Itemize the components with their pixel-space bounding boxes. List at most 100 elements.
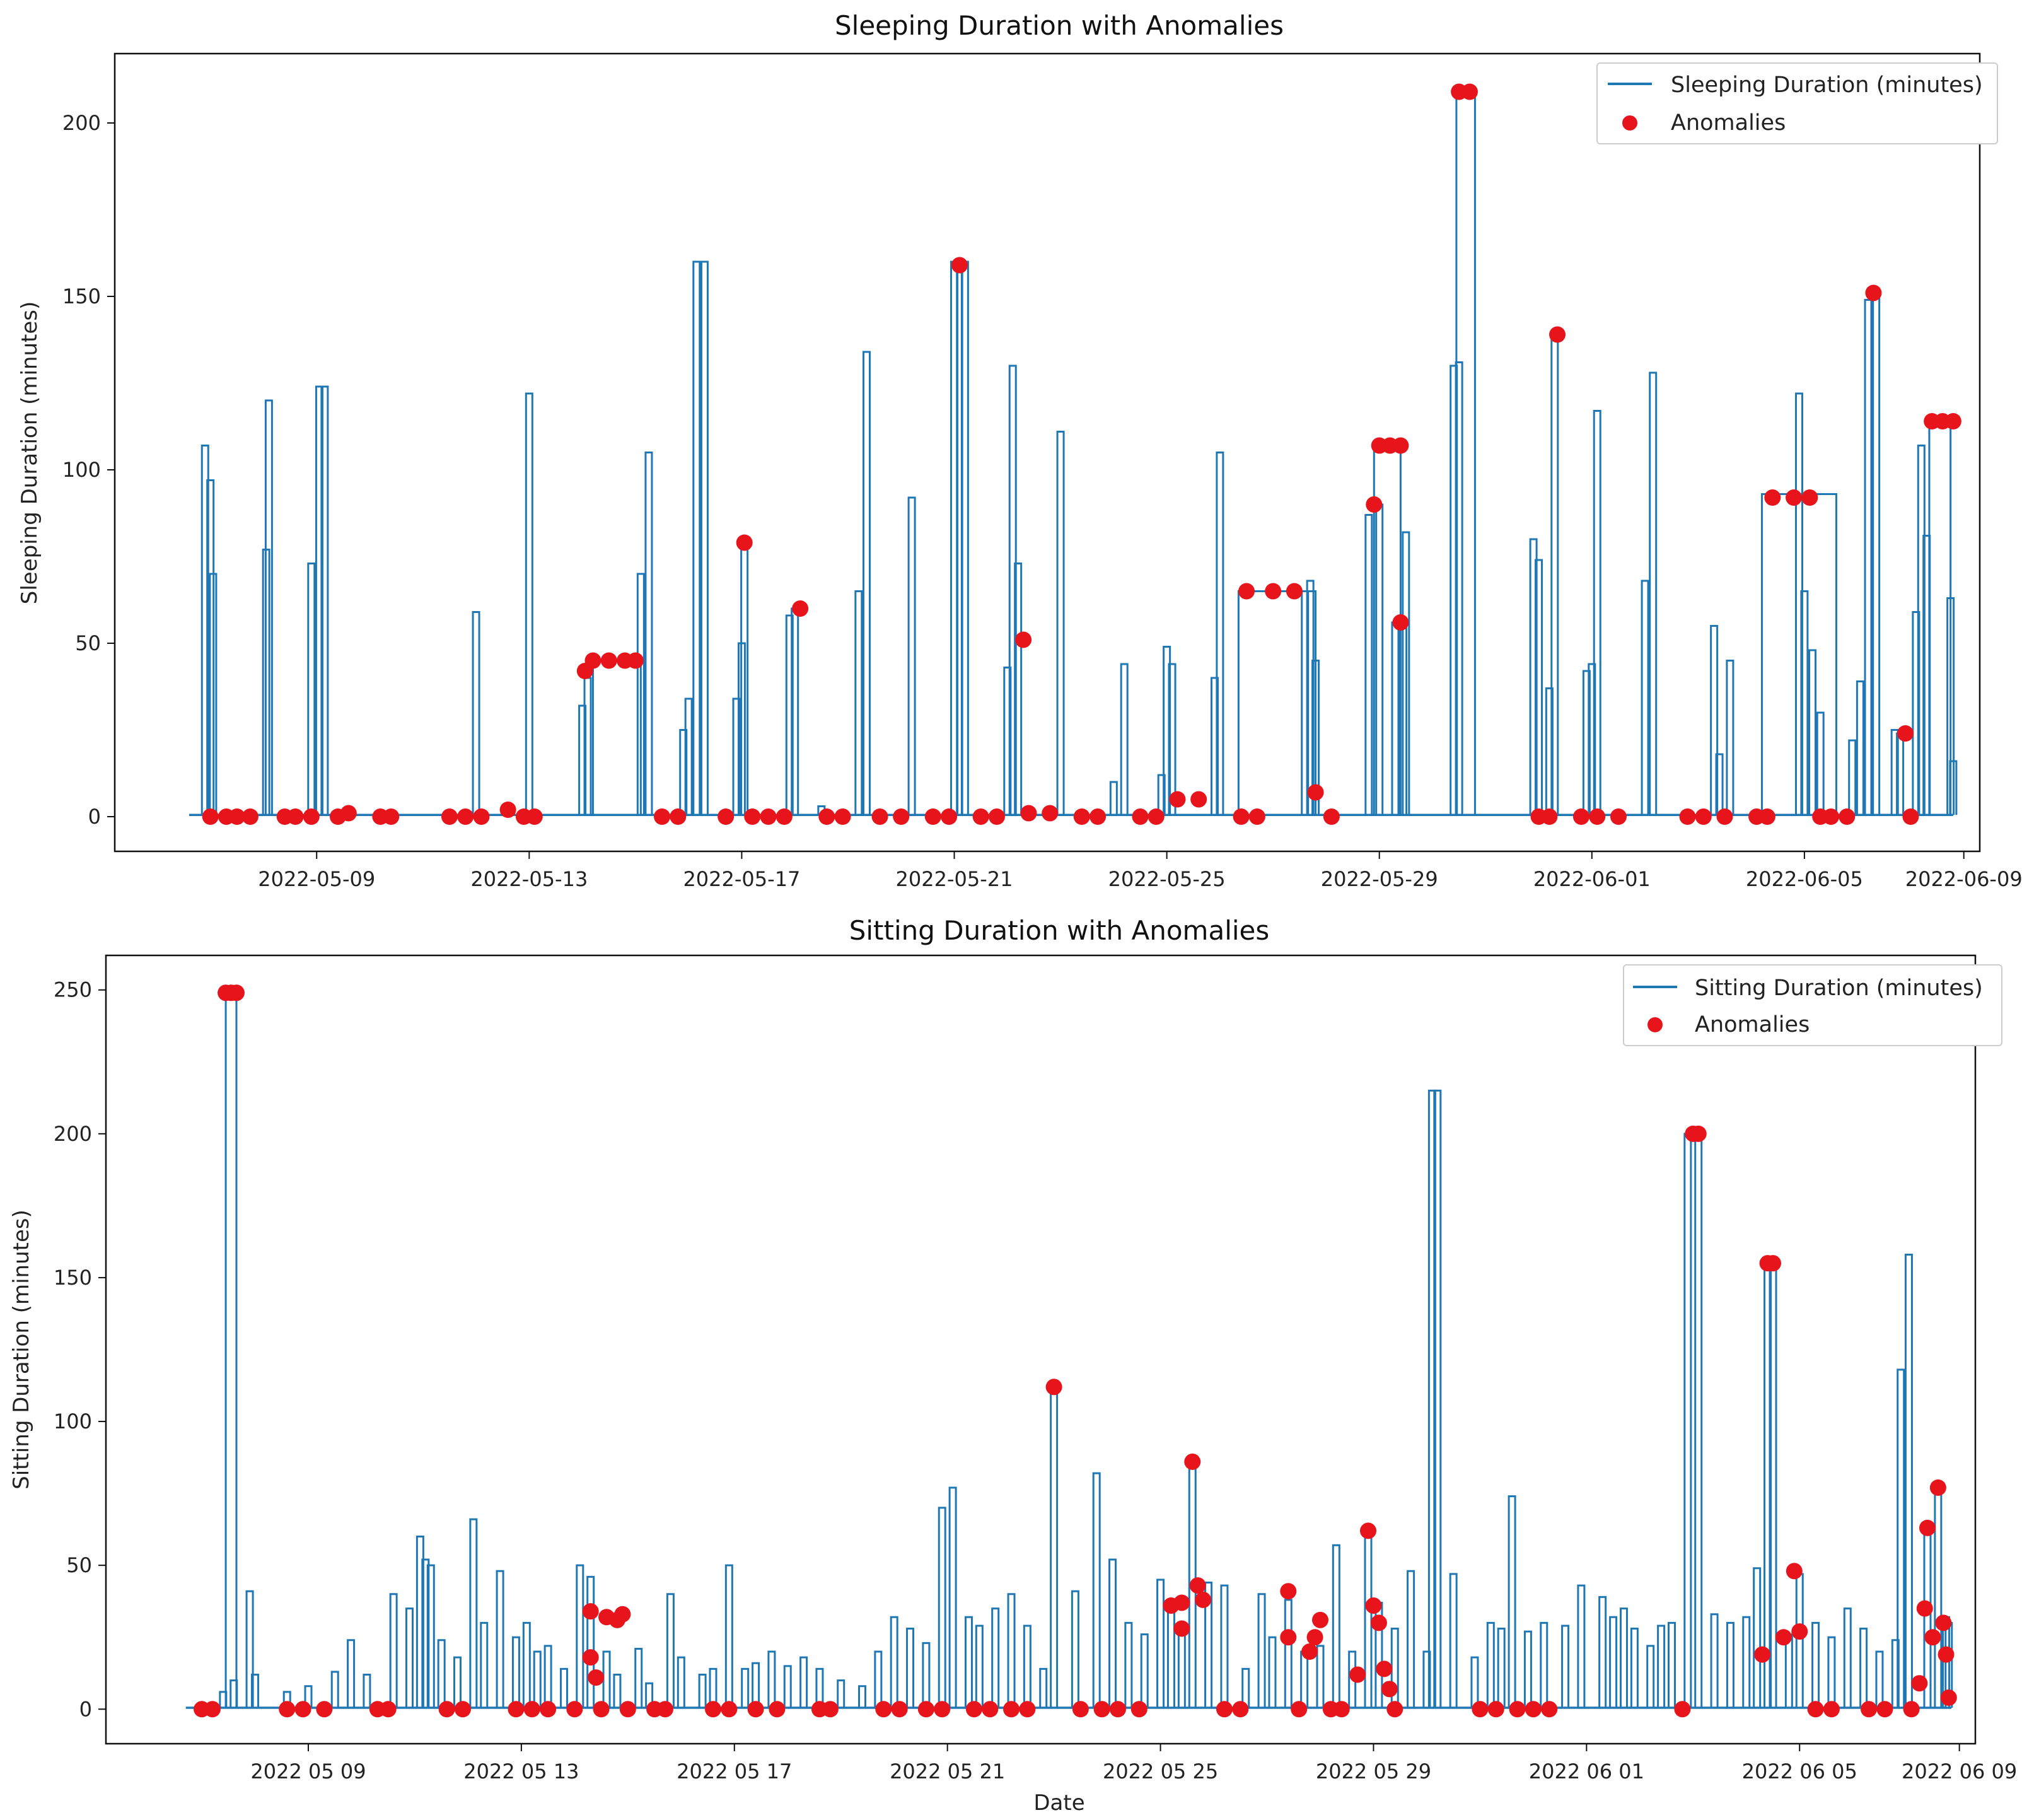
anomaly-point: [1509, 1701, 1526, 1718]
anomaly-point: [941, 808, 958, 825]
anomaly-point: [1865, 284, 1882, 301]
anomaly-point: [1541, 1701, 1558, 1718]
series-spike: [1890, 729, 1899, 815]
anomaly-point: [1525, 1701, 1542, 1718]
anomaly-point: [454, 1701, 471, 1718]
series-spike: [1163, 646, 1171, 815]
anomaly-point: [1765, 1255, 1782, 1272]
series-spike: [315, 385, 323, 815]
legend: Sitting Duration (minutes) Anomalies: [1623, 964, 2002, 1046]
anomaly-point: [875, 1701, 892, 1718]
anomaly-point: [1376, 1660, 1393, 1677]
series-spike: [1726, 660, 1734, 815]
x-tick-label: 2022 06 01: [1529, 1759, 1644, 1783]
plot-frame: [105, 954, 1977, 1745]
anomaly-point: [1758, 808, 1775, 825]
series-spike: [1875, 1650, 1884, 1708]
anomaly-point: [584, 652, 601, 669]
anomaly-point: [656, 1701, 673, 1718]
anomaly-points-group: [202, 83, 1961, 825]
anomaly-point: [1801, 489, 1818, 506]
anomaly-point: [670, 808, 687, 825]
anomaly-point: [1073, 808, 1090, 825]
anomaly-point: [760, 808, 777, 825]
anomaly-point: [934, 1701, 951, 1718]
anomaly-point: [383, 808, 400, 825]
series-spike: [1593, 410, 1601, 815]
series-spike: [307, 563, 316, 815]
anomaly-point: [1306, 1629, 1323, 1646]
series-spike: [1609, 1616, 1618, 1708]
series-spike: [320, 385, 329, 815]
series-spike: [426, 1564, 435, 1708]
x-tick-label: 2022 05 09: [250, 1759, 366, 1783]
anomaly-point: [1019, 1701, 1036, 1718]
anomaly-point: [1716, 808, 1733, 825]
legend-entry-anomalies: Anomalies: [1671, 110, 1786, 136]
series-spike: [907, 496, 916, 815]
series-spike: [200, 445, 209, 815]
anomaly-point: [871, 808, 888, 825]
anomaly-point: [1169, 791, 1186, 808]
anomaly-point: [1791, 1623, 1808, 1640]
series-spike: [1582, 670, 1591, 815]
series-spike: [1535, 559, 1543, 815]
anomaly-point: [457, 808, 474, 825]
series-spike: [700, 260, 709, 815]
anomaly-point: [1876, 1701, 1893, 1718]
series-spike: [1007, 1593, 1016, 1708]
series-spike: [1109, 781, 1118, 815]
series-spike: [1257, 1593, 1266, 1708]
anomaly-point: [1072, 1701, 1089, 1718]
series-spike: [1811, 1621, 1820, 1708]
series-spike: [1332, 1544, 1340, 1708]
x-tick-label: 2022-05-21: [896, 867, 1013, 891]
series-spike: [1843, 1607, 1852, 1708]
anomaly-point: [473, 808, 490, 825]
series-spike: [1039, 1667, 1048, 1708]
anomaly-point: [1280, 1583, 1297, 1600]
series-spike: [206, 479, 215, 815]
series-spike: [245, 1590, 254, 1708]
series-spike: [415, 1536, 424, 1708]
series-spike: [1284, 1599, 1293, 1708]
anomaly-point: [523, 1701, 540, 1718]
series-spike: [1800, 590, 1809, 815]
series-spike: [1848, 739, 1857, 815]
series-spike: [644, 452, 653, 815]
y-tick-label: 150: [54, 1266, 92, 1290]
series-spike: [785, 614, 794, 815]
series-spike: [1646, 1645, 1655, 1708]
anomaly-point: [526, 808, 543, 825]
anomaly-point: [1938, 1646, 1955, 1663]
y-axis: 0 50 100 150 200 250: [54, 978, 106, 1721]
x-tick-label: 2022 06 09: [1902, 1759, 2017, 1783]
series-spike: [724, 1564, 733, 1708]
anomaly-point: [893, 808, 910, 825]
series-spike: [209, 573, 218, 815]
anomaly-point: [316, 1701, 333, 1718]
x-tick-label: 2022 05 21: [890, 1759, 1005, 1783]
anomaly-point: [1323, 808, 1340, 825]
series-spike: [1157, 774, 1166, 815]
anomaly-point: [1911, 1675, 1928, 1692]
series-spike: [815, 1667, 824, 1708]
anomaly-point: [1173, 1594, 1190, 1611]
series-spike: [1056, 431, 1065, 815]
x-tick-label: 2022 05 25: [1103, 1759, 1218, 1783]
series-spike: [1753, 1567, 1762, 1708]
anomaly-point: [204, 1701, 221, 1718]
anomaly-point: [1487, 1701, 1504, 1718]
anomaly-point: [1093, 1701, 1110, 1718]
anomaly-point: [1365, 1597, 1382, 1614]
legend-marker-swatch: [1622, 115, 1637, 131]
series-spike: [264, 399, 273, 815]
series-spike: [1427, 1089, 1436, 1708]
series-spike: [1433, 1089, 1442, 1708]
series-spike: [578, 704, 587, 815]
series-spike: [709, 1667, 718, 1708]
anomaly-point: [614, 1606, 631, 1623]
y-axis-label: Sitting Duration (minutes): [9, 1210, 34, 1490]
y-tick-label: 100: [54, 1409, 92, 1433]
